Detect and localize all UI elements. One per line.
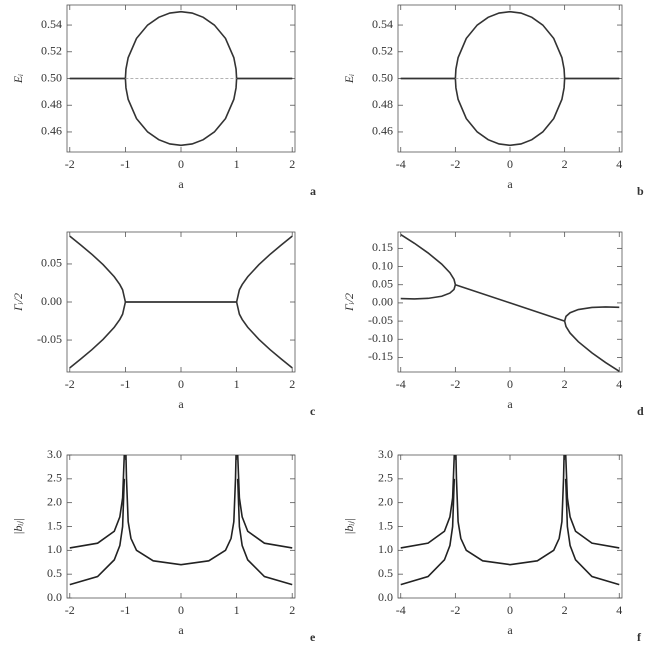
x-tick-label: -2	[65, 377, 75, 391]
panel-label: a	[310, 184, 316, 198]
series-line	[69, 235, 293, 303]
x-tick-label: 2	[562, 377, 568, 391]
y-tick-label: 0.0	[47, 590, 62, 604]
x-tick-label: -4	[396, 377, 406, 391]
x-axis-label: a	[178, 623, 184, 637]
x-axis-label: a	[507, 623, 513, 637]
y-tick-label: 0.50	[372, 70, 393, 84]
x-tick-label: 0	[178, 157, 184, 171]
x-tick-label: 1	[234, 157, 240, 171]
y-tick-label: 1.0	[378, 542, 393, 556]
x-tick-label: -4	[396, 157, 406, 171]
y-tick-label: 0.5	[47, 566, 62, 580]
x-tick-label: 4	[616, 603, 622, 617]
x-axis-label: a	[178, 177, 184, 191]
x-tick-label: 0	[507, 157, 513, 171]
y-tick-label: 1.0	[47, 542, 62, 556]
x-tick-label: 0	[178, 377, 184, 391]
x-tick-label: -2	[65, 603, 75, 617]
x-tick-label: -1	[120, 377, 130, 391]
x-tick-label: -2	[65, 157, 75, 171]
x-tick-label: 2	[289, 157, 295, 171]
y-tick-label: 0.54	[41, 17, 62, 31]
panel-label: e	[310, 630, 316, 644]
x-tick-label: 4	[616, 377, 622, 391]
y-tick-label: 2.5	[378, 471, 393, 485]
y-tick-label: 0.52	[372, 44, 393, 58]
y-axis-label: Eᵢ	[11, 74, 25, 84]
y-axis-label: Eᵢ	[342, 74, 356, 84]
series-line	[400, 10, 620, 80]
y-tick-label: 0.05	[372, 276, 393, 290]
series-line	[400, 284, 620, 322]
series-line	[400, 233, 620, 372]
series-line	[455, 454, 565, 566]
x-axis-label: a	[178, 397, 184, 411]
series-line	[69, 301, 293, 369]
x-tick-label: 0	[507, 377, 513, 391]
x-tick-label: -2	[450, 603, 460, 617]
panel-label: b	[637, 184, 644, 198]
y-tick-label: 0.0	[378, 590, 393, 604]
x-tick-label: -2	[450, 377, 460, 391]
x-tick-label: -4	[396, 603, 406, 617]
series-line	[69, 478, 293, 586]
y-tick-label: 0.48	[372, 97, 393, 111]
series-line	[125, 454, 237, 566]
x-tick-label: 0	[507, 603, 513, 617]
y-tick-label: -0.15	[368, 349, 393, 363]
y-tick-label: -0.05	[37, 332, 62, 346]
y-tick-label: 2.0	[47, 494, 62, 508]
y-axis-label: |bᵢⱼ|	[11, 518, 25, 535]
y-tick-label: 0.46	[372, 124, 393, 138]
y-tick-label: 0.50	[41, 70, 62, 84]
y-tick-label: 0.10	[372, 258, 393, 272]
x-tick-label: 2	[289, 603, 295, 617]
panel-label: c	[310, 404, 316, 418]
x-tick-label: 1	[234, 377, 240, 391]
y-tick-label: 0.54	[372, 17, 393, 31]
x-tick-label: 0	[178, 603, 184, 617]
x-tick-label: 1	[234, 603, 240, 617]
series-line	[69, 454, 293, 549]
y-tick-label: 0.00	[41, 294, 62, 308]
y-tick-label: 0.05	[41, 256, 62, 270]
y-tick-label: 2.0	[378, 494, 393, 508]
x-tick-label: -1	[120, 603, 130, 617]
y-tick-label: 3.0	[378, 447, 393, 461]
x-tick-label: 2	[289, 377, 295, 391]
series-line	[400, 454, 620, 549]
y-tick-label: 0.5	[378, 566, 393, 580]
y-tick-label: 0.52	[41, 44, 62, 58]
x-axis-label: a	[507, 397, 513, 411]
x-tick-label: -1	[120, 157, 130, 171]
y-tick-label: -0.05	[368, 313, 393, 327]
series-line	[69, 10, 293, 80]
x-tick-label: 2	[562, 157, 568, 171]
y-axis-label: Γᵢ/2	[11, 293, 25, 312]
series-line	[400, 478, 620, 586]
y-tick-label: 0.00	[372, 295, 393, 309]
y-tick-label: 0.48	[41, 97, 62, 111]
series-line	[69, 77, 293, 147]
x-axis-label: a	[507, 177, 513, 191]
x-tick-label: 4	[616, 157, 622, 171]
x-tick-label: 2	[562, 603, 568, 617]
plot-frame	[66, 454, 296, 599]
panel-label: d	[637, 404, 644, 418]
y-tick-label: 0.15	[372, 240, 393, 254]
y-tick-label: 3.0	[47, 447, 62, 461]
y-tick-label: 1.5	[47, 518, 62, 532]
y-tick-label: 2.5	[47, 471, 62, 485]
y-axis-label: |bᵢⱼ|	[342, 518, 356, 535]
y-tick-label: 0.46	[41, 124, 62, 138]
y-tick-label: 1.5	[378, 518, 393, 532]
panel-label: f	[637, 630, 642, 644]
x-tick-label: -2	[450, 157, 460, 171]
plot-frame	[397, 454, 623, 599]
y-tick-label: -0.10	[368, 331, 393, 345]
y-axis-label: Γᵢ/2	[342, 293, 356, 312]
series-line	[400, 77, 620, 147]
